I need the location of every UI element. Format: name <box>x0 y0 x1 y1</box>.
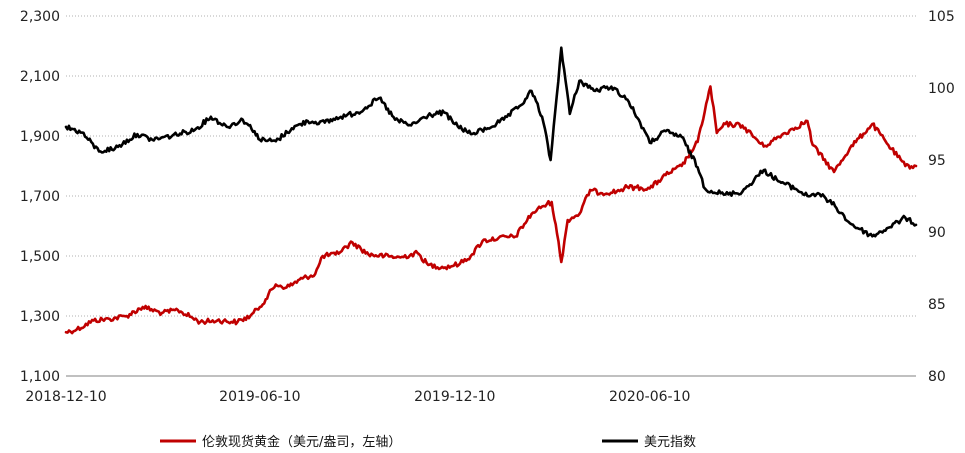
x-tick-label: 2019-06-10 <box>219 389 300 405</box>
y-left-tick-label: 2,100 <box>20 69 60 85</box>
series-layer <box>64 46 918 335</box>
y-left-tick-label: 1,100 <box>20 369 60 385</box>
x-tick-label: 2019-12-10 <box>414 389 495 405</box>
grid-layer <box>66 15 916 377</box>
axis-layer: 1,100 1,300 1,500 1,700 1,900 2,100 2,300 80 85 9… <box>20 9 955 405</box>
dollar-index-line <box>64 46 918 238</box>
legend-label: 美元指数 <box>644 435 696 450</box>
legend-label: 伦敦现货黄金（美元/盎司，左轴） <box>202 434 401 450</box>
y-left-tick-label: 1,900 <box>20 129 60 145</box>
y-left-tick-label: 1,500 <box>20 249 60 265</box>
y-right-tick-label: 85 <box>928 297 946 313</box>
y-right-tick-label: 95 <box>928 153 946 169</box>
legend-layer: 伦敦现货黄金（美元/盎司，左轴） 美元指数 <box>160 434 696 450</box>
gold-price-line <box>64 85 918 335</box>
y-left-tick-label: 1,700 <box>20 189 60 205</box>
y-right-tick-label: 80 <box>928 369 946 385</box>
x-tick-label: 2020-06-10 <box>609 389 690 405</box>
y-right-tick-label: 100 <box>928 81 955 97</box>
y-left-tick-label: 2,300 <box>20 9 60 25</box>
y-left-tick-label: 1,300 <box>20 309 60 325</box>
y-right-tick-label: 90 <box>928 225 946 241</box>
y-right-tick-label: 105 <box>928 9 955 25</box>
x-tick-label: 2018-12-10 <box>25 389 106 405</box>
